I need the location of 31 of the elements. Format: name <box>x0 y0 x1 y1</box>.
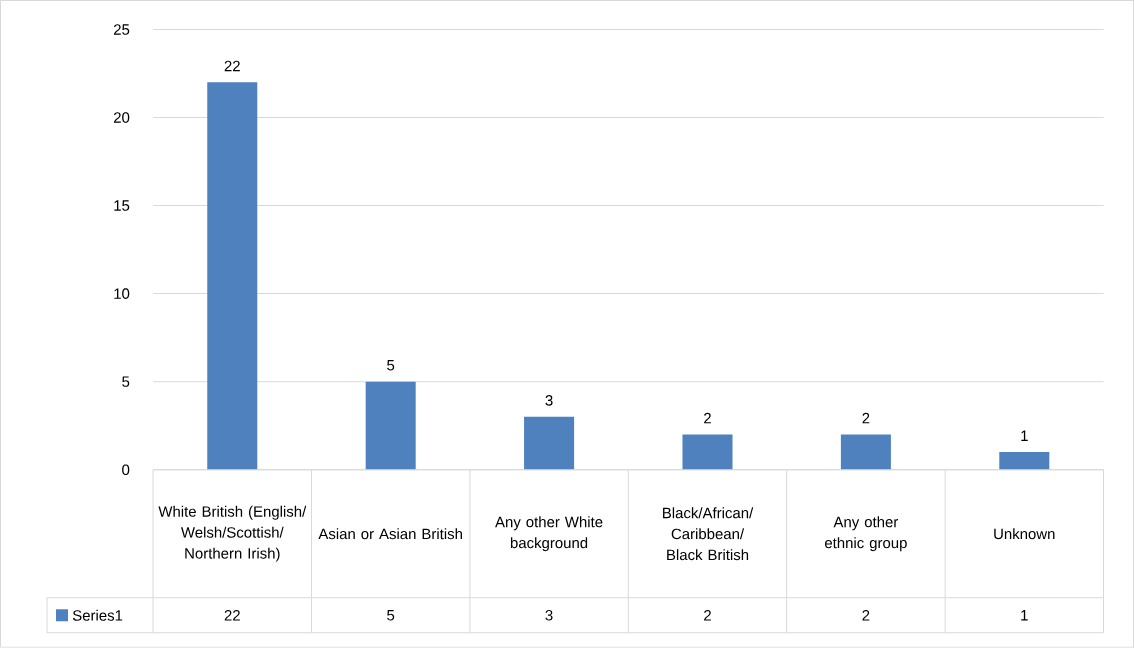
data-label: 1 <box>1021 610 1028 621</box>
data-label: 5 <box>387 610 395 621</box>
text: 22 <box>224 60 240 72</box>
x-tick-label: Black/African/Caribbean/Black British <box>663 507 754 561</box>
y-tick-label: 5 <box>122 376 130 387</box>
legend-label: Series1 <box>72 609 123 621</box>
y-tick-label: 25 <box>114 24 130 35</box>
bar <box>365 381 416 470</box>
bar <box>524 416 575 470</box>
text: 2 <box>704 412 711 424</box>
text: 3 <box>545 395 553 406</box>
text: 2 <box>862 412 870 424</box>
y-tick-label: 10 <box>114 288 130 300</box>
x-tick-label: Unknown <box>994 528 1055 540</box>
x-tick-label: Asian or Asian British <box>318 528 462 540</box>
x-tick-label: Any other ethnic group <box>824 516 907 552</box>
y-tick-label: 0 <box>122 464 130 476</box>
bar <box>840 434 891 470</box>
bar <box>999 452 1050 470</box>
text: 1 <box>1021 430 1028 442</box>
text: 5 <box>387 360 395 371</box>
x-tick-label: Any other White background <box>495 516 603 552</box>
data-label: 2 <box>862 610 870 621</box>
bar <box>207 82 258 470</box>
data-label: 2 <box>704 610 711 621</box>
data-label: 3 <box>545 610 553 621</box>
y-tick-label: 20 <box>114 112 130 123</box>
data-label: 22 <box>224 610 240 621</box>
y-tick-label: 15 <box>114 200 130 211</box>
x-tick-label: White British (English/Welsh/Scottish/Northern Irish) <box>158 505 307 562</box>
bar <box>682 434 733 470</box>
